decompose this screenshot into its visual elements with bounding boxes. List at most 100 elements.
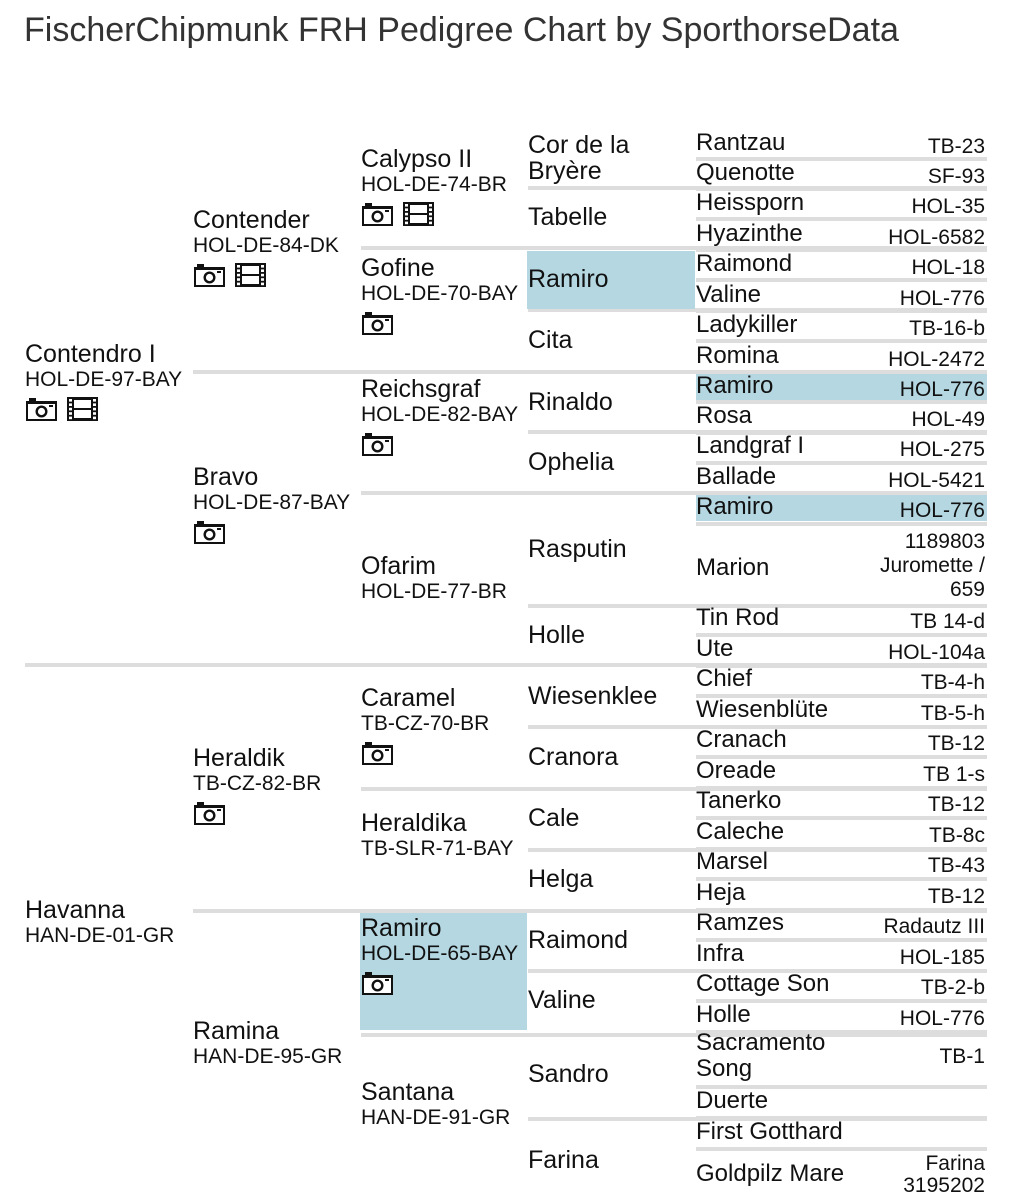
horse-name[interactable]: First Gotthard [696,1118,843,1145]
horse-entry[interactable]: Cranora [528,744,690,770]
horse-name[interactable]: Rasputin [528,535,627,563]
horse-name[interactable]: Ladykiller [696,311,798,338]
horse-name[interactable]: Cottage Son [696,970,830,997]
horse-row[interactable]: Chief TB-4-h [696,665,987,697]
horse-name[interactable]: Ute [696,635,734,662]
horse-name[interactable]: Rinaldo [528,388,613,416]
horse-row[interactable]: Duerte [696,1087,987,1119]
film-icon[interactable] [66,396,99,422]
horse-row[interactable]: Marion 1189803 Juromette / 659 [696,530,987,601]
horse-row[interactable]: Ute HOL-104a [696,635,987,667]
horse-name[interactable]: Marsel [696,848,769,875]
horse-entry[interactable]: Holle [528,622,690,648]
horse-name[interactable]: Heissporn [696,189,805,216]
horse-name[interactable]: Hyazinthe [696,220,803,247]
horse-name[interactable]: Heja [696,879,746,906]
horse-name[interactable]: Marion [696,554,770,581]
horse-row[interactable]: Tin Rod TB 14-d [696,604,987,636]
horse-name[interactable]: Sacramento Song [696,1029,826,1082]
horse-entry[interactable]: Reichsgraf HOL-DE-82-BAY [361,376,523,457]
horse-entry[interactable]: Ramiro HOL-DE-65-BAY [361,915,523,996]
horse-name[interactable]: Tanerko [696,787,782,814]
horse-entry[interactable]: Ophelia [528,449,690,475]
horse-name[interactable]: Valine [528,986,596,1014]
horse-entry[interactable]: Bravo HOL-DE-87-BAY [193,464,353,545]
horse-name[interactable]: Farina [528,1146,599,1174]
horse-row[interactable]: Heja TB-12 [696,879,987,911]
horse-row[interactable]: Holle HOL-776 [696,1001,987,1033]
horse-name[interactable]: Ramiro [696,493,774,520]
horse-name[interactable]: Calypso II [361,145,473,173]
horse-name[interactable]: Rosa [696,402,753,429]
horse-name[interactable]: Wiesenklee [528,682,658,710]
horse-name[interactable]: Chief [696,665,753,692]
horse-entry[interactable]: Contender HOL-DE-84-DK [193,207,358,288]
horse-name[interactable]: Romina [696,342,779,369]
horse-name[interactable]: Bravo [193,463,259,491]
horse-entry[interactable]: Heraldika TB-SLR-71-BAY [361,810,523,861]
horse-row[interactable]: Raimond HOL-18 [696,250,987,282]
horse-row[interactable]: Heissporn HOL-35 [696,189,987,221]
horse-name[interactable]: Rantzau [696,129,786,156]
horse-name[interactable]: Cale [528,804,580,832]
horse-entry[interactable]: Ramiro [528,266,690,292]
horse-row[interactable]: Ramiro HOL-776 [696,372,987,401]
horse-row[interactable]: Rantzau TB-23 [696,129,987,161]
horse-name[interactable]: Heraldika [361,809,467,837]
horse-name[interactable]: Valine [696,281,761,308]
horse-name[interactable]: Infra [696,940,745,967]
horse-name[interactable]: Ofarim [361,552,436,580]
horse-name[interactable]: Tabelle [528,203,608,231]
horse-row[interactable]: Oreade TB 1-s [696,757,987,789]
horse-name[interactable]: Quenotte [696,159,795,186]
horse-entry[interactable]: Gofine HOL-DE-70-BAY [361,255,523,336]
horse-entry[interactable]: Calypso II HOL-DE-74-BR [361,146,523,227]
horse-row[interactable]: Romina HOL-2472 [696,342,987,374]
film-icon[interactable] [402,201,435,227]
horse-name[interactable]: Holle [528,621,585,649]
camera-icon[interactable] [193,519,226,545]
horse-name[interactable]: Gofine [361,254,435,282]
horse-name[interactable]: Contendro I [25,340,156,368]
horse-entry[interactable]: Raimond [528,927,690,953]
horse-name[interactable]: Ramina [193,1017,280,1045]
horse-entry[interactable]: Tabelle [528,204,690,230]
horse-name[interactable]: Santana [361,1078,455,1106]
horse-name[interactable]: Helga [528,865,594,893]
horse-entry[interactable]: Helga [528,866,690,892]
horse-name[interactable]: Landgraf I [696,432,805,459]
horse-row[interactable]: Marsel TB-43 [696,848,987,880]
camera-icon[interactable] [361,970,394,996]
horse-entry[interactable]: Havanna HAN-DE-01-GR [25,897,185,948]
horse-row[interactable]: Cottage Son TB-2-b [696,970,987,1002]
horse-name[interactable]: Ramiro [696,372,774,399]
horse-name[interactable]: Caleche [696,818,785,845]
horse-row[interactable]: First Gotthard [696,1118,987,1150]
horse-row[interactable]: Quenotte SF-93 [696,159,987,191]
camera-icon[interactable] [361,431,394,457]
horse-name[interactable]: Ramiro [361,914,442,942]
horse-name[interactable]: Cranora [528,743,619,771]
film-icon[interactable] [234,262,267,288]
camera-icon[interactable] [361,310,394,336]
horse-entry[interactable]: Rinaldo [528,389,690,415]
horse-entry[interactable]: Caramel TB-CZ-70-BR [361,685,523,766]
horse-row[interactable]: Sacramento Song TB-1 [696,1030,987,1082]
horse-name[interactable]: Cranach [696,726,787,753]
horse-name[interactable]: Ophelia [528,448,615,476]
horse-name[interactable]: Ballade [696,463,777,490]
horse-row[interactable]: Hyazinthe HOL-6582 [696,220,987,252]
horse-entry[interactable]: Wiesenklee [528,683,690,709]
horse-row[interactable]: Caleche TB-8c [696,818,987,850]
horse-entry[interactable]: Sandro [528,1061,690,1087]
horse-name[interactable]: Heraldik [193,744,285,772]
camera-icon[interactable] [193,262,226,288]
horse-name[interactable]: Cita [528,326,573,354]
horse-row[interactable]: Ladykiller TB-16-b [696,311,987,343]
horse-row[interactable]: Goldpilz Mare Farina 3195202 [696,1153,987,1197]
camera-icon[interactable] [361,201,394,227]
horse-name[interactable]: Tin Rod [696,604,780,631]
horse-name[interactable]: Sandro [528,1060,609,1088]
horse-entry[interactable]: Cor de la Bryère [528,132,690,184]
horse-row[interactable]: Valine HOL-776 [696,281,987,313]
